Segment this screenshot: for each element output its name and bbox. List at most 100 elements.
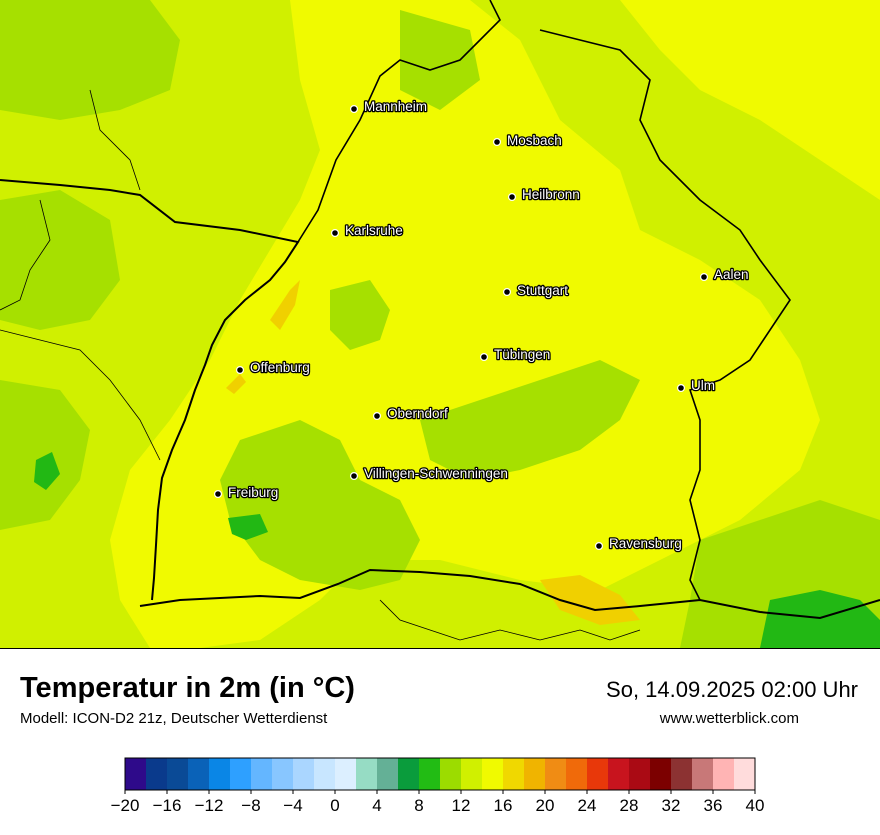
legend-tick-label: −4 <box>283 796 302 815</box>
legend-swatch <box>524 758 546 790</box>
legend-tick-label: 12 <box>452 796 471 815</box>
border-lines <box>0 0 880 641</box>
legend-tick-label: 24 <box>578 796 597 815</box>
city-freiburg[interactable]: Freiburg <box>214 484 280 501</box>
city-dot <box>594 541 603 550</box>
cool-zone-central <box>330 280 390 350</box>
legend-tick-label: 4 <box>372 796 381 815</box>
legend-tick-label: 40 <box>746 796 765 815</box>
legend-tick-label: 36 <box>704 796 723 815</box>
thin-border-3 <box>89 89 141 191</box>
legend-swatch <box>377 758 399 790</box>
legend-swatch <box>188 758 210 790</box>
city-oberndorf[interactable]: Oberndorf <box>373 405 449 422</box>
city-stuttgart[interactable]: Stuttgart <box>503 282 570 299</box>
legend-tick-label: 8 <box>414 796 423 815</box>
city-offenburg[interactable]: Offenburg <box>236 359 311 376</box>
legend-swatch <box>629 758 651 790</box>
city-label: Aalen <box>714 267 749 282</box>
legend-swatch <box>461 758 483 790</box>
legend-swatch <box>650 758 672 790</box>
country-border-france <box>0 179 300 601</box>
city-dot <box>373 412 382 421</box>
legend-svg: −20 −16 −12 −8 −4 0 4 8 12 16 20 24 28 32 36 40 <box>111 757 765 815</box>
city-dot <box>350 104 359 113</box>
state-border-east <box>539 29 791 601</box>
cold-zone-vosges <box>34 452 60 490</box>
legend-swatch <box>398 758 420 790</box>
legend-tick-label: 28 <box>620 796 639 815</box>
legend-swatch <box>209 758 231 790</box>
city-label: Mosbach <box>507 133 562 148</box>
legend-swatch <box>419 758 441 790</box>
legend-swatch <box>587 758 609 790</box>
temperature-map: Mannheim Mosbach Heilbronn Karlsruhe Aal… <box>0 0 880 649</box>
city-dot <box>508 193 517 202</box>
legend-tick-label: −12 <box>195 796 224 815</box>
country-border-switzerland <box>139 568 880 620</box>
legend-swatch <box>335 758 357 790</box>
cool-zone-odenwald <box>0 0 180 120</box>
legend-swatch <box>272 758 294 790</box>
legend-tick-label: 32 <box>662 796 681 815</box>
legend-swatch <box>734 758 756 790</box>
city-label: Freiburg <box>228 485 278 500</box>
legend-tick-label: −8 <box>241 796 260 815</box>
legend-swatch <box>608 758 630 790</box>
city-dot <box>699 273 708 282</box>
city-dot <box>480 353 489 362</box>
legend-swatch <box>692 758 714 790</box>
legend-tick-label: −20 <box>111 796 140 815</box>
city-aalen[interactable]: Aalen <box>699 266 750 283</box>
legend-swatch <box>356 758 378 790</box>
city-tuebingen[interactable]: Tübingen <box>480 346 552 363</box>
city-dot <box>214 490 223 499</box>
city-label: Ulm <box>691 378 715 393</box>
legend-swatch <box>230 758 252 790</box>
city-label: Karlsruhe <box>345 223 403 238</box>
legend-swatch <box>146 758 168 790</box>
legend-swatch <box>167 758 189 790</box>
legend-swatch <box>671 758 693 790</box>
city-mosbach[interactable]: Mosbach <box>493 132 563 149</box>
website-link[interactable]: www.wetterblick.com <box>659 710 799 727</box>
model-source: Modell: ICON-D2 21z, Deutscher Wetterdie… <box>20 710 328 727</box>
city-ravensburg[interactable]: Ravensburg <box>594 535 683 552</box>
cool-zone-north <box>400 10 480 110</box>
legend-swatch <box>566 758 588 790</box>
city-label: Tübingen <box>494 347 550 362</box>
legend-swatch <box>482 758 504 790</box>
legend-swatch <box>440 758 462 790</box>
city-label: Villingen-Schwenningen <box>364 466 508 481</box>
legend-tick-label: −16 <box>153 796 182 815</box>
city-markers: Mannheim Mosbach Heilbronn Karlsruhe Aal… <box>214 98 750 552</box>
thin-border-1 <box>0 329 161 461</box>
warm-spot-lake <box>540 575 640 625</box>
color-legend: −20 −16 −12 −8 −4 0 4 8 12 16 20 24 28 32 36 40 <box>0 752 880 830</box>
thin-border-4 <box>379 599 641 641</box>
legend-swatch <box>503 758 525 790</box>
state-border-north <box>297 0 501 243</box>
cool-zone-black-forest <box>220 420 420 590</box>
cool-zone-swabian-alb <box>420 360 640 480</box>
city-label: Oberndorf <box>387 406 448 421</box>
legend-swatch <box>125 758 147 790</box>
city-dot <box>236 366 245 375</box>
city-label: Ravensburg <box>609 536 682 551</box>
city-label: Heilbronn <box>522 187 580 202</box>
city-villingen-schwenningen[interactable]: Villingen-Schwenningen <box>350 465 509 482</box>
city-label: Mannheim <box>364 99 427 114</box>
legend-swatch <box>251 758 273 790</box>
city-mannheim[interactable]: Mannheim <box>350 98 428 115</box>
map-title: Temperatur in 2m (in °C) <box>20 672 355 704</box>
legend-tick-label: 20 <box>536 796 555 815</box>
legend-swatch <box>314 758 336 790</box>
city-ulm[interactable]: Ulm <box>676 377 716 394</box>
cold-zone-feldberg <box>228 514 268 540</box>
legend-swatch <box>713 758 735 790</box>
legend-swatch <box>545 758 567 790</box>
city-heilbronn[interactable]: Heilbronn <box>508 186 581 203</box>
city-karlsruhe[interactable]: Karlsruhe <box>331 222 404 239</box>
map-canvas: Mannheim Mosbach Heilbronn Karlsruhe Aal… <box>0 0 880 648</box>
forecast-datetime: So, 14.09.2025 02:00 Uhr <box>606 677 858 702</box>
